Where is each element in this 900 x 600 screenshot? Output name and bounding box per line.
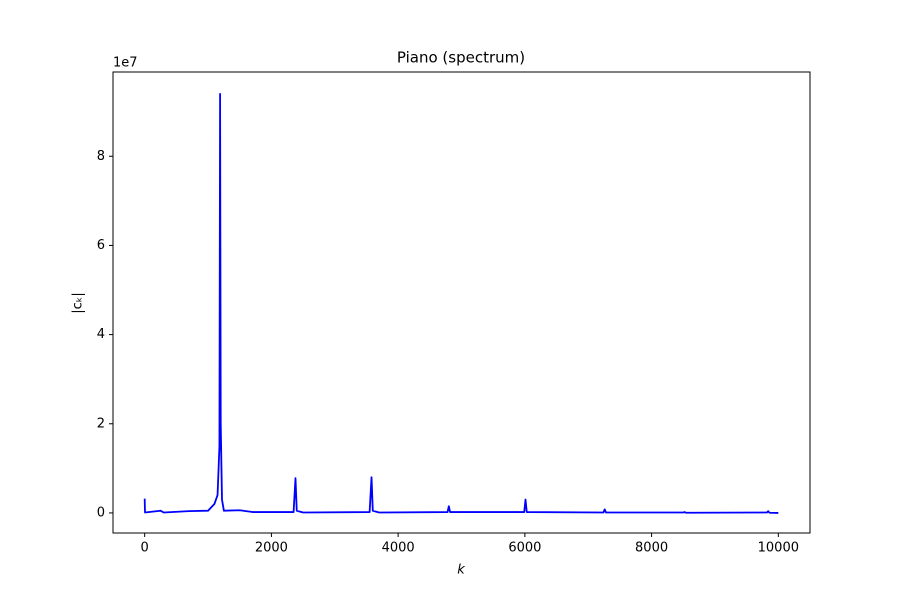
x-tick-label: 10000: [758, 541, 799, 556]
x-tick-label: 4000: [382, 541, 415, 556]
x-tick-label: 0: [141, 541, 149, 556]
x-tick-label: 2000: [255, 541, 288, 556]
x-axis-label: k: [457, 563, 465, 578]
y-offset-label: 1e7: [113, 56, 138, 71]
x-tick-label: 6000: [508, 541, 541, 556]
y-tick-label: 8: [97, 149, 105, 164]
y-axis-label: |cₖ|: [71, 292, 86, 313]
y-tick-label: 6: [97, 238, 105, 253]
y-tick-label: 4: [97, 327, 105, 342]
plot-frame: [112, 71, 811, 534]
chart-title: Piano (spectrum): [397, 49, 525, 67]
y-tick-label: 0: [97, 505, 105, 520]
line-series: [143, 92, 779, 514]
x-tick-label: 8000: [635, 541, 668, 556]
y-tick-label: 2: [97, 416, 105, 431]
